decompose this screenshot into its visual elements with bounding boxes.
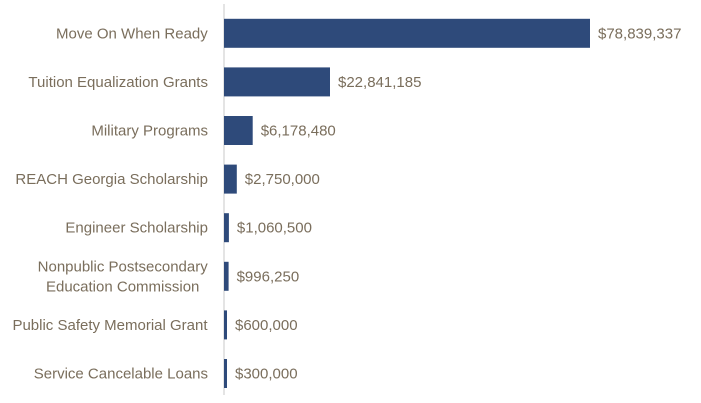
category-label-3: REACH Georgia Scholarship [15,171,208,188]
value-label-5: $996,250 [237,268,300,285]
category-label-line: Military Programs [91,123,208,140]
category-label-line: Engineer Scholarship [65,220,208,237]
bar-4 [224,213,229,243]
bar-1 [224,67,330,97]
bar-5 [224,261,229,291]
bar-7 [224,359,227,388]
category-label-line: Education Commission [46,278,199,295]
value-label-1: $22,841,185 [338,74,421,91]
value-label-3: $2,750,000 [245,171,320,188]
bar-6 [224,310,227,340]
bars-group [224,18,590,388]
category-labels-group: Move On When Ready Tuition Equalization G… [12,25,208,382]
category-label-line: REACH Georgia Scholarship [15,171,208,188]
category-label-line: Service Cancelable Loans [34,366,208,383]
value-labels-group: $78,839,337 $22,841,185 $6,178,480 $2,750,0… [235,25,681,382]
category-label-1: Tuition Equalization Grants [28,74,208,91]
category-label-line: Move On When Ready [56,25,208,42]
category-label-line: Tuition Equalization Grants [28,74,208,91]
value-label-2: $6,178,480 [261,123,336,140]
category-label-0: Move On When Ready [56,25,208,42]
bar-2 [224,116,253,145]
bar-0 [224,18,590,48]
value-label-4: $1,060,500 [237,220,312,237]
value-label-7: $300,000 [235,366,298,383]
category-label-line: Public Safety Memorial Grant [12,317,208,334]
category-label-2: Military Programs [91,123,208,140]
value-label-0: $78,839,337 [598,25,681,42]
bar-3 [224,164,237,194]
category-label-6: Public Safety Memorial Grant [12,317,208,334]
value-label-6: $600,000 [235,317,298,334]
category-label-7: Service Cancelable Loans [34,366,208,383]
category-label-4: Engineer Scholarship [65,220,208,237]
category-label-5: Nonpublic Postsecondary Education Commiss… [38,258,209,295]
category-label-line: Nonpublic Postsecondary [38,258,209,275]
